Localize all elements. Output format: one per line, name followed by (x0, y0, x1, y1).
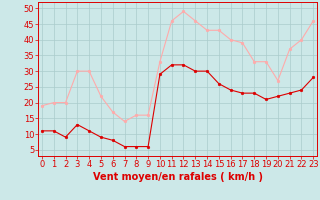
X-axis label: Vent moyen/en rafales ( km/h ): Vent moyen/en rafales ( km/h ) (92, 172, 263, 182)
